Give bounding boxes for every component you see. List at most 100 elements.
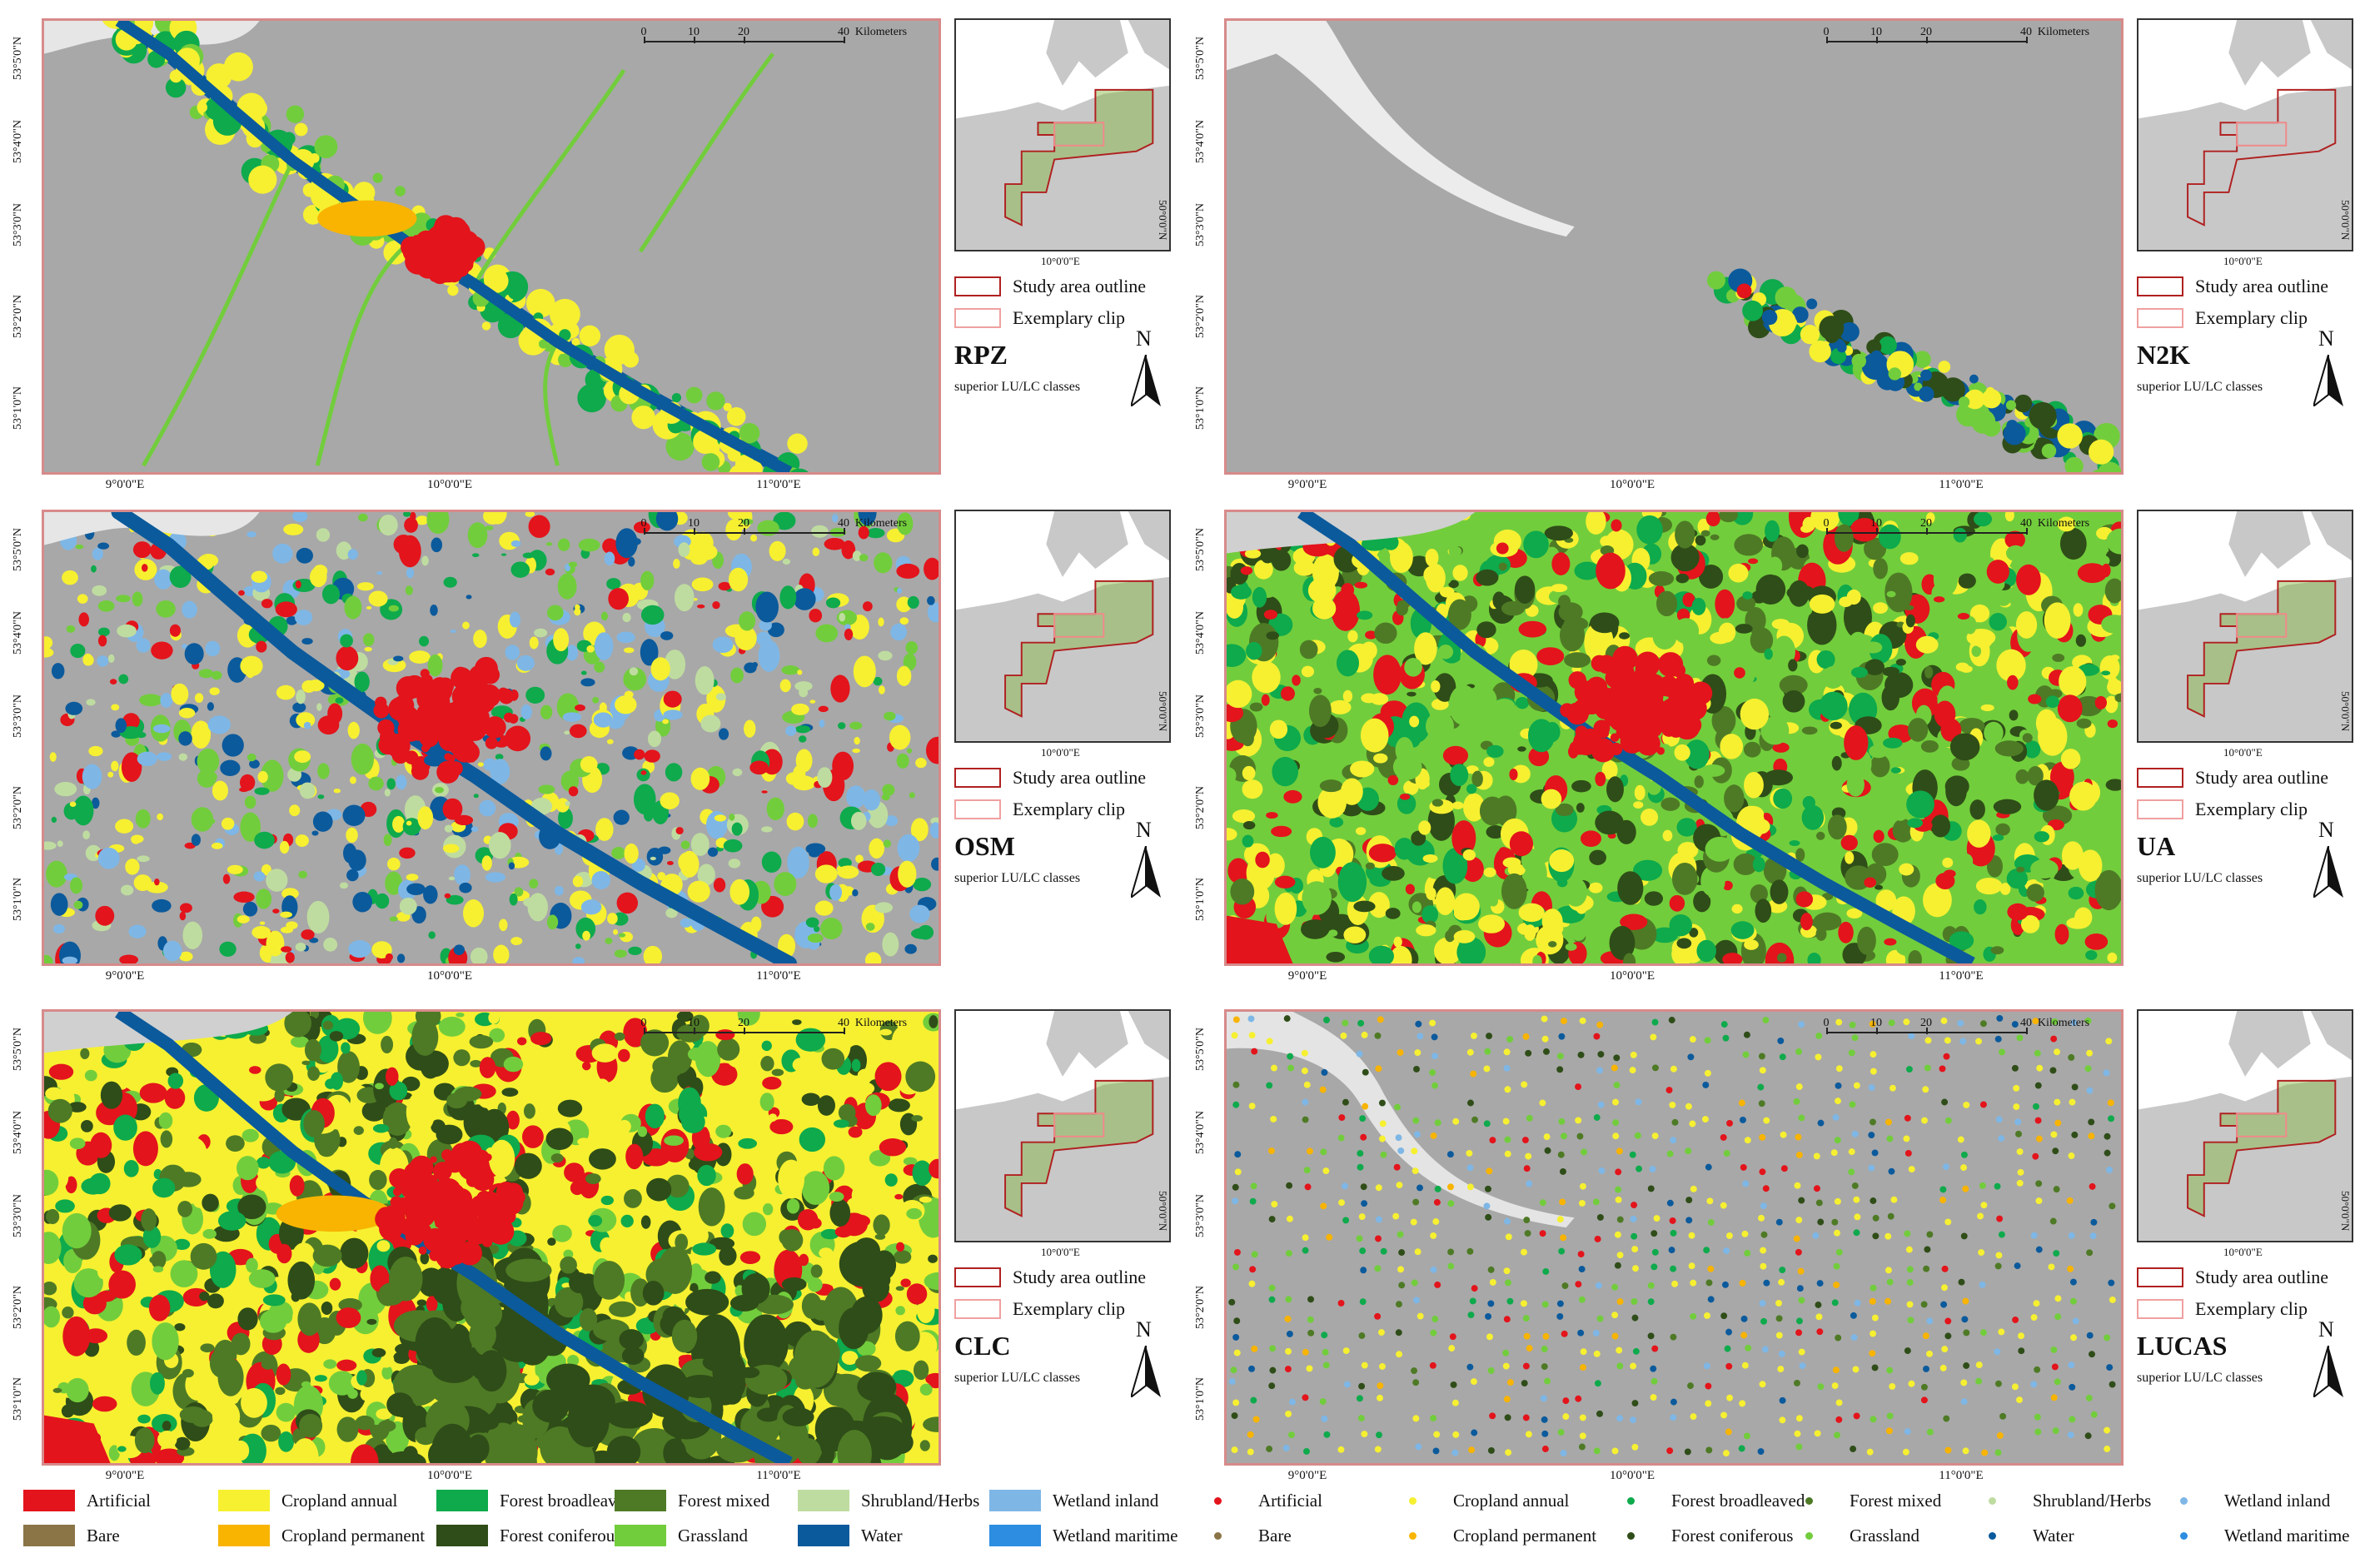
landcover-patch xyxy=(2061,841,2084,870)
landcover-patch xyxy=(385,953,393,961)
urban-patch xyxy=(476,1190,492,1206)
landcover-patch xyxy=(178,707,196,719)
overview-inset-map[interactable] xyxy=(954,18,1171,251)
landcover-patch xyxy=(580,756,598,773)
survey-point xyxy=(1429,1019,1436,1027)
survey-point xyxy=(1943,1053,1950,1060)
survey-point xyxy=(1978,1249,1985,1257)
landcover-patch xyxy=(1313,687,1322,694)
survey-point xyxy=(1338,1114,1346,1122)
survey-point xyxy=(1558,1118,1566,1125)
landcover-patch xyxy=(1502,857,1521,869)
landcover-patch xyxy=(65,701,83,715)
landcover-patch xyxy=(897,512,914,535)
landcover-patch xyxy=(1915,635,1939,654)
landcover-patch xyxy=(287,1261,316,1300)
overview-inset-map[interactable] xyxy=(2137,18,2353,251)
survey-point xyxy=(1779,1053,1786,1061)
survey-point xyxy=(1249,1266,1257,1273)
landcover-patch xyxy=(383,834,392,846)
landcover-patch xyxy=(381,1035,394,1054)
landcover-patch xyxy=(1734,667,1745,679)
survey-point xyxy=(1434,1282,1441,1288)
landcover-patch xyxy=(97,627,110,637)
landcover-patch xyxy=(154,1448,185,1463)
main-map[interactable]: 0 10 20 40 Kilometers xyxy=(1224,510,2124,966)
landcover-patch xyxy=(645,1103,665,1129)
landcover-patch xyxy=(1564,877,1587,907)
landcover-patch xyxy=(852,748,861,754)
inset-legend-label: Study area outline xyxy=(2195,276,2329,296)
main-map[interactable]: 0 10 20 40 Kilometers xyxy=(42,18,941,475)
survey-point xyxy=(1851,1130,1859,1137)
floodplain-patch xyxy=(169,70,182,83)
landcover-patch xyxy=(1466,784,1477,794)
landcover-patch xyxy=(1930,814,1951,838)
survey-point xyxy=(1889,1084,1896,1092)
landcover-patch xyxy=(1689,928,1699,938)
natura-patch xyxy=(1836,342,1847,353)
landcover-patch xyxy=(1368,892,1390,918)
landcover-patch xyxy=(540,704,553,719)
landcover-patch xyxy=(646,1177,672,1202)
survey-point xyxy=(1671,1280,1679,1287)
survey-point xyxy=(1666,1199,1674,1207)
survey-point xyxy=(1995,1116,2003,1123)
landcover-patch xyxy=(471,553,480,558)
main-map[interactable]: 0 10 20 40 Kilometers xyxy=(42,1009,941,1466)
landcover-patch xyxy=(1735,624,1753,634)
landcover-patch xyxy=(757,520,779,536)
landcover-patch xyxy=(90,1132,112,1158)
landcover-patch xyxy=(1227,828,1237,841)
longitude-tick-label: 10°0'0"E xyxy=(1610,969,1655,983)
landcover-patch xyxy=(805,917,819,928)
floodplain-patch xyxy=(577,383,606,413)
dataset-name: OSM xyxy=(954,831,1015,861)
landcover-patch xyxy=(1606,776,1624,803)
landcover-patch xyxy=(1509,768,1518,781)
survey-point xyxy=(2035,1197,2043,1205)
landcover-patch xyxy=(552,1224,572,1242)
landcover-patch xyxy=(905,1061,936,1093)
main-map[interactable]: 0 10 20 40 Kilometers xyxy=(1224,1009,2124,1466)
survey-point xyxy=(1939,1197,1947,1204)
survey-point xyxy=(1668,1017,1675,1023)
survey-point xyxy=(1375,1235,1382,1242)
survey-point xyxy=(1396,1182,1403,1189)
survey-point xyxy=(1705,1163,1712,1171)
landcover-patch xyxy=(1425,711,1454,741)
landcover-patch xyxy=(1509,831,1534,857)
landcover-patch xyxy=(1548,941,1557,948)
natura-patch xyxy=(1940,377,1965,402)
urban-patch xyxy=(391,746,410,764)
latitude-tick-label: 53°3'0"N xyxy=(1194,203,1207,246)
landcover-patch xyxy=(640,1215,651,1229)
landcover-patch xyxy=(903,1157,918,1166)
landcover-patch xyxy=(1873,558,1888,580)
overview-inset-map[interactable] xyxy=(954,510,1171,743)
landcover-patch xyxy=(663,1438,687,1463)
natura-patch xyxy=(1871,350,1883,361)
landcover-patch xyxy=(237,1307,258,1331)
landcover-patch xyxy=(1662,829,1673,842)
landcover-patch xyxy=(97,542,110,550)
overview-inset-map[interactable] xyxy=(954,1009,1171,1242)
main-map[interactable]: 0 10 20 40 Kilometers xyxy=(1224,18,2124,475)
overview-inset-map[interactable] xyxy=(2137,510,2353,743)
landcover-patch xyxy=(589,1148,616,1170)
landcover-patch xyxy=(86,699,96,706)
landcover-patch xyxy=(73,900,83,909)
survey-point xyxy=(1653,1215,1660,1222)
landcover-patch xyxy=(734,1186,754,1200)
survey-point xyxy=(1670,1333,1677,1341)
landcover-patch xyxy=(2084,933,2109,950)
landcover-patch xyxy=(246,753,256,762)
survey-point xyxy=(1742,1051,1750,1058)
landcover-patch xyxy=(1765,520,1780,542)
landcover-patch xyxy=(479,1057,496,1078)
latitude-tick-label: 53°4'0"N xyxy=(1194,611,1207,655)
landcover-patch xyxy=(1819,691,1848,721)
inset-legend-label: Study area outline xyxy=(1013,767,1147,788)
main-map[interactable]: 0 10 20 40 Kilometers xyxy=(42,510,941,966)
landcover-patch xyxy=(1589,849,1606,866)
